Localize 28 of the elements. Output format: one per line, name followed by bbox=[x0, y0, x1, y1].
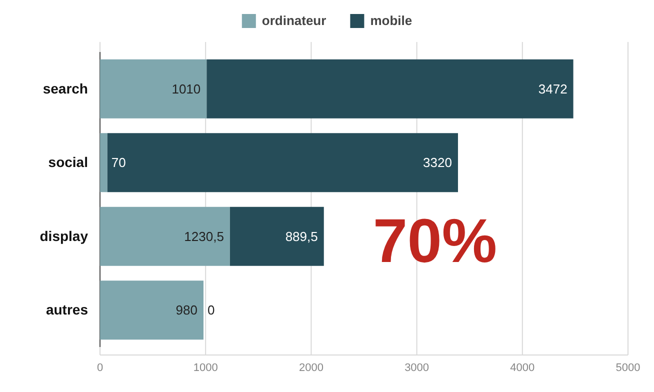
data-label: 1230,5 bbox=[184, 228, 224, 244]
bar bbox=[230, 206, 324, 266]
legend-label: ordinateur bbox=[262, 13, 326, 28]
data-label: 0 bbox=[207, 302, 215, 318]
x-tick-label: 5000 bbox=[616, 362, 640, 374]
bar bbox=[100, 133, 108, 192]
data-label: 3472 bbox=[538, 81, 568, 96]
bar bbox=[107, 133, 458, 192]
data-label: 889,5 bbox=[285, 228, 318, 244]
x-tick-label: 3000 bbox=[404, 362, 430, 374]
y-tick-label: search bbox=[42, 80, 88, 96]
bar bbox=[100, 280, 204, 340]
y-tick-label: autres bbox=[46, 302, 88, 318]
data-label: 3320 bbox=[423, 155, 452, 170]
legend-label: mobile bbox=[370, 13, 412, 28]
data-label: 70 bbox=[111, 155, 126, 170]
data-label: 980 bbox=[176, 302, 198, 318]
bar bbox=[100, 206, 230, 266]
bar bbox=[100, 59, 207, 118]
x-tick-label: 2000 bbox=[298, 362, 324, 374]
data-label: 1010 bbox=[172, 81, 201, 96]
y-tick-label: social bbox=[48, 154, 88, 170]
annotation: 70% bbox=[372, 207, 498, 276]
y-tick-label: display bbox=[40, 228, 88, 244]
x-tick-label: 0 bbox=[96, 362, 104, 374]
bar bbox=[206, 59, 574, 118]
x-tick-label: 4000 bbox=[510, 362, 535, 374]
x-tick-label: 1000 bbox=[193, 362, 218, 374]
